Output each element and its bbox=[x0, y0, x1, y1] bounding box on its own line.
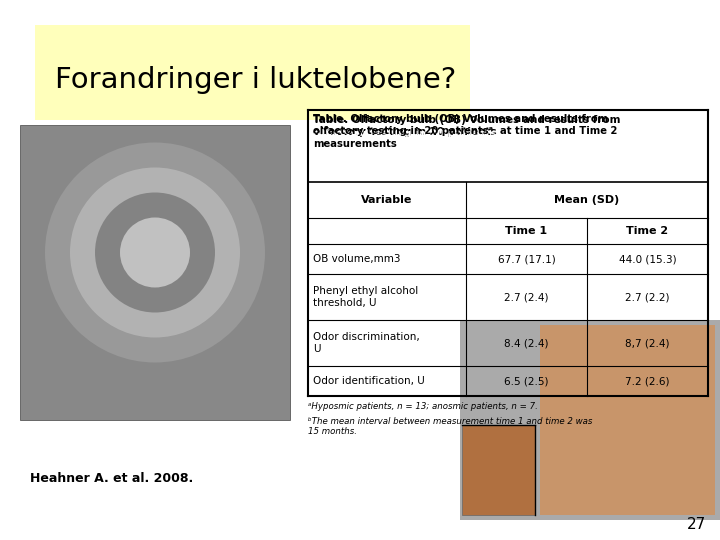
Text: 44.0 (15.3): 44.0 (15.3) bbox=[618, 254, 676, 264]
Circle shape bbox=[45, 143, 265, 362]
Text: 27: 27 bbox=[687, 517, 706, 532]
Text: 8,7 (2.4): 8,7 (2.4) bbox=[625, 338, 670, 348]
Circle shape bbox=[70, 167, 240, 338]
Bar bbox=[540, 325, 715, 515]
Bar bbox=[460, 320, 720, 520]
Text: Time 2: Time 2 bbox=[626, 226, 669, 236]
Text: 6.5 (2.5): 6.5 (2.5) bbox=[504, 376, 549, 386]
Bar bbox=[20, 125, 290, 420]
Text: 8.4 (2.4): 8.4 (2.4) bbox=[504, 338, 549, 348]
Text: Mean (SD): Mean (SD) bbox=[554, 195, 620, 205]
Text: 2.7 (2.4): 2.7 (2.4) bbox=[504, 292, 549, 302]
Text: olfactory testing in 20 patients: olfactory testing in 20 patients bbox=[313, 129, 497, 139]
Text: Time 1: Time 1 bbox=[505, 226, 548, 236]
Bar bbox=[462, 425, 535, 515]
Text: Table. Olfactory bulb (OB) Volumes and results from
olfactory testing in 20 pati: Table. Olfactory bulb (OB) Volumes and r… bbox=[313, 114, 617, 149]
Text: Table. Olfactory bulb (OB) Volumes and results from
olfactory testing in 20 pati: Table. Olfactory bulb (OB) Volumes and r… bbox=[313, 115, 621, 137]
Text: Odor discrimination,
U: Odor discrimination, U bbox=[313, 332, 420, 354]
Text: Phenyl ethyl alcohol
threshold, U: Phenyl ethyl alcohol threshold, U bbox=[313, 286, 418, 308]
Text: 67.7 (17.1): 67.7 (17.1) bbox=[498, 254, 555, 264]
Text: Variable: Variable bbox=[361, 195, 413, 205]
Text: Forandringer i luktelobene?: Forandringer i luktelobene? bbox=[55, 66, 456, 94]
Circle shape bbox=[120, 218, 190, 287]
Text: 7.2 (2.6): 7.2 (2.6) bbox=[625, 376, 670, 386]
Circle shape bbox=[95, 192, 215, 313]
Bar bbox=[35, 25, 470, 120]
Text: ᵃHyposmic patients, n = 13; anosmic patients, n = 7.: ᵃHyposmic patients, n = 13; anosmic pati… bbox=[308, 402, 538, 411]
Text: Heahner A. et al. 2008.: Heahner A. et al. 2008. bbox=[30, 471, 193, 484]
Text: OB volume,mm3: OB volume,mm3 bbox=[313, 254, 400, 264]
Text: ᵇThe mean interval between measurement time 1 and time 2 was
15 months.: ᵇThe mean interval between measurement t… bbox=[308, 417, 593, 436]
Text: 2.7 (2.2): 2.7 (2.2) bbox=[625, 292, 670, 302]
Text: Odor identification, U: Odor identification, U bbox=[313, 376, 425, 386]
